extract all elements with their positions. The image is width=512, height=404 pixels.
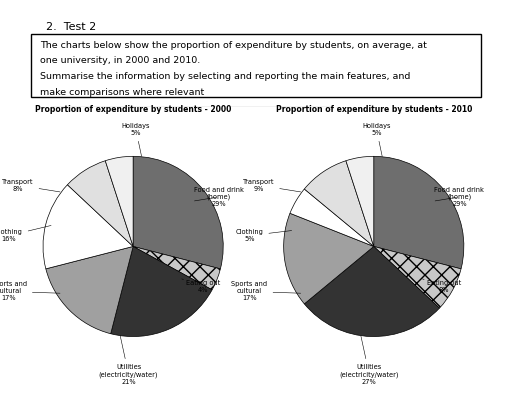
Text: Utilities
(electricity/water)
21%: Utilities (electricity/water) 21%	[99, 336, 158, 385]
Wedge shape	[304, 246, 439, 337]
Wedge shape	[111, 246, 212, 337]
FancyBboxPatch shape	[31, 34, 481, 97]
Text: Clothing
16%: Clothing 16%	[0, 225, 51, 242]
Text: Sports and
cultural
17%: Sports and cultural 17%	[0, 282, 60, 301]
Wedge shape	[284, 213, 374, 304]
Text: 2.  Test 2: 2. Test 2	[46, 22, 96, 32]
Text: Summarise the information by selecting and reporting the main features, and: Summarise the information by selecting a…	[40, 72, 410, 81]
Text: Holidays
5%: Holidays 5%	[362, 123, 391, 156]
Wedge shape	[290, 189, 374, 246]
Text: make comparisons where relevant: make comparisons where relevant	[40, 88, 204, 97]
Text: Clothing
5%: Clothing 5%	[236, 229, 292, 242]
Wedge shape	[133, 156, 223, 269]
Wedge shape	[105, 156, 133, 246]
Wedge shape	[68, 161, 133, 246]
Wedge shape	[46, 246, 133, 334]
Wedge shape	[374, 246, 461, 308]
Text: Holidays
5%: Holidays 5%	[121, 123, 150, 156]
Wedge shape	[374, 156, 464, 269]
Wedge shape	[346, 156, 374, 246]
Text: Transport
8%: Transport 8%	[2, 179, 60, 192]
Text: Transport
9%: Transport 9%	[243, 179, 301, 192]
Title: Proportion of expenditure by students - 2000: Proportion of expenditure by students - …	[35, 105, 231, 114]
Text: Eating out
4%: Eating out 4%	[182, 279, 221, 293]
Wedge shape	[43, 185, 133, 269]
Text: The charts below show the proportion of expenditure by students, on average, at: The charts below show the proportion of …	[40, 40, 426, 50]
Text: one university, in 2000 and 2010.: one university, in 2000 and 2010.	[40, 56, 200, 65]
Wedge shape	[133, 246, 220, 290]
Wedge shape	[304, 161, 374, 246]
Text: Utilities
(electricity/water)
27%: Utilities (electricity/water) 27%	[339, 336, 399, 385]
Text: Eating out
8%: Eating out 8%	[422, 279, 461, 293]
Text: Food and drink
(home)
29%: Food and drink (home) 29%	[194, 187, 244, 207]
Text: Sports and
cultural
17%: Sports and cultural 17%	[231, 282, 301, 301]
Title: Proportion of expenditure by students - 2010: Proportion of expenditure by students - …	[275, 105, 472, 114]
Text: Food and drink
(home)
29%: Food and drink (home) 29%	[434, 187, 484, 207]
